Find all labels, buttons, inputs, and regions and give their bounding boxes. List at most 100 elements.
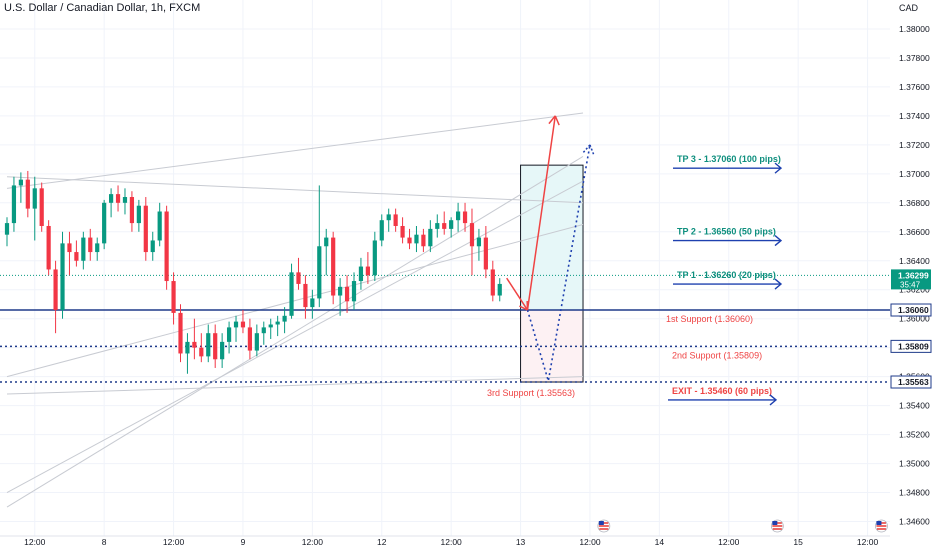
price-tick-label: 1.36400: [899, 256, 930, 266]
countdown-text: 35:47: [900, 280, 921, 289]
candle-body: [109, 194, 114, 203]
candle-body: [469, 223, 475, 247]
level-price-tag-text: 1.35809: [898, 341, 929, 351]
level-price-tag: [890, 339, 932, 353]
candle-body: [386, 214, 391, 221]
level-price-tag: [890, 303, 932, 317]
time-tick-label: 12:00: [302, 537, 324, 547]
price-tick-label: 1.35000: [899, 459, 930, 469]
candle-body: [150, 240, 155, 253]
candle-body: [60, 243, 65, 311]
current-price-text: 1.36299: [898, 270, 929, 280]
candle-body: [407, 237, 412, 244]
trend-line: [6, 376, 584, 395]
candle-body: [275, 321, 280, 325]
candle-body: [442, 223, 447, 229]
projection-arrowhead: [554, 115, 560, 126]
candle-body: [400, 225, 405, 238]
candle-body: [164, 211, 169, 282]
candle-body: [67, 243, 72, 253]
candle-body: [289, 272, 294, 316]
price-tick-label: 1.34800: [899, 488, 930, 498]
candle-body: [11, 185, 17, 224]
candle-body: [483, 237, 488, 270]
candle-body: [143, 205, 148, 253]
time-tick-label: 12:00: [718, 537, 740, 547]
candle-body: [379, 220, 384, 241]
time-tick-label: 13: [516, 537, 526, 547]
price-tick-label: 1.35400: [899, 401, 930, 411]
time-tick-label: 12:00: [441, 537, 463, 547]
candle-body: [261, 327, 266, 334]
candle-body: [372, 240, 377, 276]
level-labels: TP 3 - 1.37060 (100 pips) TP 2 - 1.36560 …: [487, 154, 783, 406]
currency-label: CAD: [899, 3, 919, 13]
candle-body: [53, 269, 58, 311]
candle-body: [74, 252, 79, 261]
candle-body: [81, 237, 86, 261]
candle-body: [462, 211, 468, 224]
time-tick-label: 15: [793, 537, 803, 547]
support-label: 2nd Support (1.35809): [672, 350, 762, 360]
price-tick-label: 1.37600: [899, 82, 930, 92]
candle-body: [449, 220, 454, 229]
position-zones: [520, 164, 584, 383]
trend-line: [6, 156, 584, 508]
candle-body: [268, 324, 273, 328]
target-label-1: TP 3 - 1.37060 (100 pips): [677, 154, 781, 164]
candle-body: [456, 211, 461, 221]
current-price-tag: [891, 269, 931, 290]
candle-body: [338, 286, 343, 296]
support-levels: [0, 274, 890, 383]
price-tick-label: 1.37000: [899, 169, 930, 179]
time-tick-label: 12:00: [857, 537, 879, 547]
target-arrowhead: [769, 394, 778, 406]
candle-body: [206, 333, 211, 357]
candle-body: [428, 228, 433, 247]
time-tick-label: 12:00: [163, 537, 185, 547]
candle-body: [122, 197, 128, 203]
candle-body: [226, 327, 232, 342]
time-tick-label: 12:00: [24, 537, 46, 547]
target-arrowhead: [774, 235, 783, 247]
projection-arrows: [506, 115, 595, 382]
candle-body: [32, 188, 37, 209]
level-price-tag-text: 1.36060: [898, 305, 929, 315]
candle-body: [365, 266, 370, 276]
candle-body: [497, 283, 502, 296]
candle-body: [421, 234, 426, 247]
projection-arrowhead: [589, 144, 595, 155]
candle-body: [171, 281, 176, 313]
candle-body: [4, 223, 10, 235]
candle-body: [18, 179, 23, 186]
projection-arrowhead: [582, 144, 591, 153]
target-label-2: TP 2 - 1.36560 (50 pips): [677, 227, 776, 237]
candle-body: [358, 266, 364, 282]
price-tick-label: 1.36200: [899, 285, 930, 295]
candle-body: [490, 269, 495, 296]
candle-body: [102, 202, 107, 244]
candle-body: [331, 237, 336, 296]
time-tick-label: 8: [102, 537, 107, 547]
time-tick-label: 14: [655, 537, 665, 547]
projection-arrowhead: [548, 115, 556, 125]
time-tick-label: 9: [241, 537, 246, 547]
trend-line: [6, 176, 584, 204]
candle-body: [46, 225, 51, 270]
candle-body: [310, 298, 315, 308]
candle-body: [88, 237, 93, 253]
candle-body: [233, 321, 239, 328]
trend-line: [6, 112, 584, 189]
candle-body: [282, 315, 287, 322]
us-flag-canton: [876, 521, 882, 525]
candle-body: [129, 197, 135, 224]
candle-body: [157, 211, 162, 241]
us-flag-canton: [598, 521, 604, 525]
grid: [0, 0, 890, 536]
level-price-tag-text: 1.35563: [898, 377, 929, 387]
trend-line: [6, 224, 584, 378]
us-flag-canton: [772, 521, 778, 525]
candle-body: [435, 223, 440, 229]
